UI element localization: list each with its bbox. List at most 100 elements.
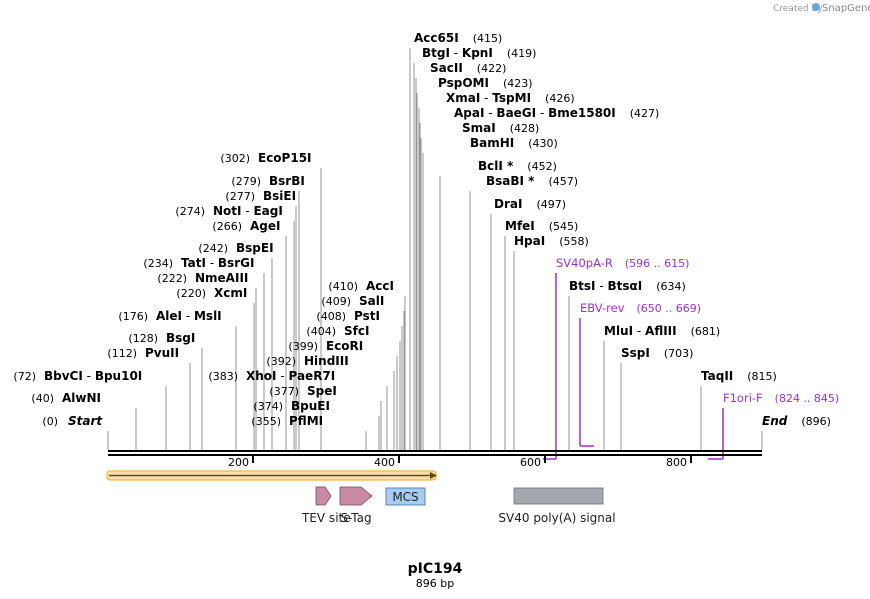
site-label: ApaI - BaeGI - Bme1580I (427) [454,106,659,120]
site-label: BclI * (452) [478,159,557,173]
site-name: BsiEI [263,189,296,203]
site-position: (377) [269,385,299,398]
site-position: (279) [231,175,261,188]
site-name: TatI - BsrGI [181,256,254,270]
site-name: PvuII [145,346,179,360]
ruler-tick-label: 800 [666,456,687,469]
site-name: DraI [494,197,522,211]
site-name: BtsI - BtsαI [569,279,642,293]
credit-text: Created by [773,4,823,14]
site-label: PspOMI (423) [438,76,533,90]
cut-site-labels: Start (0) AlwNI (40) BbvCI - Bpu10I (72) PvuII… [13,31,831,428]
site-label: BsaBI * (457) [486,174,578,188]
site-name: PflMI [289,414,323,428]
primer-name: EBV-rev [580,301,625,315]
site-label: SmaI (428) [462,121,539,135]
site-position: (427) [630,107,660,120]
site-position: (428) [510,122,540,135]
brand-text: SnapGene [822,3,870,14]
site-name: SacII [430,61,463,75]
site-position: (415) [473,32,503,45]
site-position: (242) [198,242,228,255]
site-position: (409) [321,295,351,308]
site-position: (112) [107,347,137,360]
site-label: SacII (422) [430,61,506,75]
site-label: MluI - AflIII (681) [604,324,720,338]
site-label: XhoI - PaeR7I (383) [208,369,335,383]
ruler-tick-label: 600 [520,456,541,469]
site-name: SpeI [307,384,337,398]
site-position: (72) [13,370,36,383]
snapgene-logo-icon [812,3,820,11]
plasmid-name: pIC194 [408,561,463,577]
site-position: (383) [208,370,238,383]
site-name: AccI [366,279,394,293]
primer-annotations: SV40pA-R (596 .. 615) EBV-rev (650 .. 669) F… [543,256,839,460]
site-position: (419) [507,47,537,60]
feature-sv40-polya: SV40 poly(A) signal [498,487,616,525]
site-position: (392) [266,355,296,368]
site-position: (0) [42,415,58,428]
site-position: (176) [118,310,148,323]
site-position: (128) [128,332,158,345]
site-name: ApaI - BaeGI - Bme1580I [454,106,616,120]
primer: F1ori-F (824 .. 845) [708,391,839,460]
primer-name: F1ori-F [723,391,763,405]
site-name: XcmI [214,286,247,300]
site-position: (703) [664,347,694,360]
site-position: (430) [528,137,558,150]
site-name: AgeI [250,219,280,233]
site-name: BsrBI [269,174,305,188]
sv40-polya-label: SV40 poly(A) signal [498,511,615,525]
sv40-polya-box [513,487,604,505]
site-label: SalI (409) [321,294,384,308]
ruler-ticks: 200 400 600 800 [228,455,692,469]
site-label: TaqII (815) [701,369,777,383]
site-position: (457) [548,175,578,188]
site-label: End (896) [762,414,831,428]
site-label: BsiEI (277) [225,189,296,203]
site-label: Acc65I (415) [414,31,502,45]
site-label: PvuII (112) [107,346,179,360]
site-label: AleI - MslI (176) [118,309,221,323]
site-name: HpaI [514,234,545,248]
site-position: (220) [176,287,206,300]
primer-range: (596 .. 615) [625,257,690,270]
s-tag-label: S-Tag [340,511,371,525]
site-position: (681) [691,325,721,338]
site-position: (399) [288,340,318,353]
site-label: DraI (497) [494,197,566,211]
feature-s-tag: S-Tag [339,486,373,525]
plasmid-length: 896 bp [416,577,454,590]
site-position: (422) [477,62,507,75]
site-name: BamHI [470,136,514,150]
site-name: AleI - MslI [156,309,222,323]
site-position: (40) [31,392,54,405]
site-position: (374) [253,400,283,413]
site-label: AccI (410) [328,279,394,293]
site-name: AlwNI [62,391,101,405]
site-name: NotI - EagI [213,204,283,218]
primer: EBV-rev (650 .. 669) [579,301,701,447]
site-label: SspI (703) [621,346,693,360]
site-label: AgeI (266) [212,219,280,233]
site-label: BtgI - KpnI (419) [422,46,536,60]
site-label: XcmI (220) [176,286,247,300]
site-label: HindIII (392) [266,354,348,368]
site-label: SfcI (404) [306,324,369,338]
primer-name: SV40pA-R [556,256,613,270]
site-label: Start (0) [42,414,103,428]
site-position: (266) [212,220,242,233]
s-tag-arrow [339,486,373,506]
site-name: XmaI - TspMI [446,91,531,105]
site-label: BbvCI - Bpu10I (72) [13,369,142,383]
site-name: BsaBI * [486,174,535,188]
site-position: (497) [536,198,566,211]
site-label: EcoRI (399) [288,339,363,353]
site-name: EcoRI [326,339,363,353]
site-label: XmaI - TspMI (426) [446,91,575,105]
site-position: (896) [801,415,831,428]
site-name: SspI [621,346,650,360]
site-name: XhoI - PaeR7I [246,369,335,383]
